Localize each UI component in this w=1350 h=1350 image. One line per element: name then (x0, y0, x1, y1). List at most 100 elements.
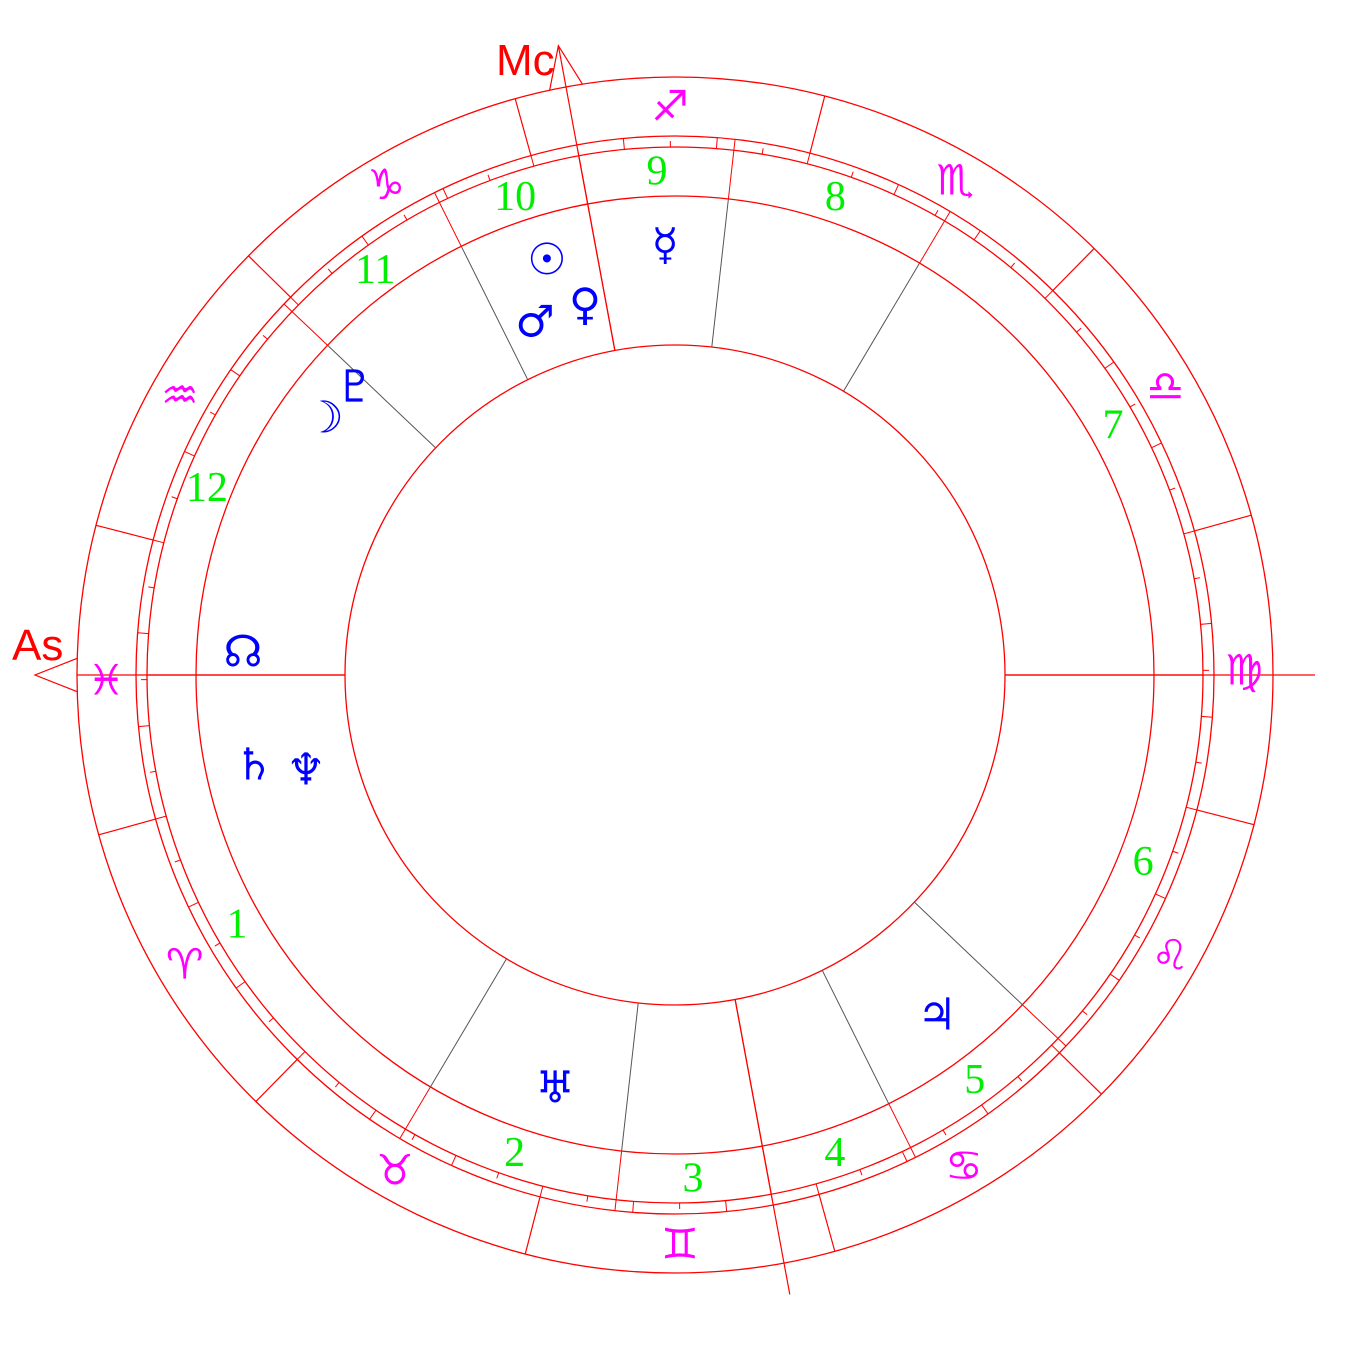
house-cusp-5-outer (888, 1103, 916, 1158)
degree-tick (1183, 530, 1195, 535)
sign-glyph-cancer-icon: ♋︎ (945, 1141, 983, 1190)
degree-tick (1082, 1010, 1088, 1016)
degree-tick (1200, 622, 1212, 625)
degree-tick (148, 586, 155, 589)
sign-glyph-sagittarius-icon: ♐︎ (651, 82, 689, 131)
degree-tick (230, 369, 241, 377)
degree-tick (934, 209, 939, 216)
degree-tick (815, 1183, 820, 1195)
sign-glyph-aries-icon: ♈︎ (166, 939, 204, 988)
degree-tick (893, 184, 899, 195)
degree-tick (442, 188, 449, 199)
degree-tick (1051, 1044, 1060, 1054)
degree-tick (214, 942, 221, 947)
planet-venus-icon: ♀ (569, 280, 601, 331)
degree-tick (973, 230, 981, 241)
sign-glyph-taurus-icon: ♉︎ (376, 1146, 414, 1195)
degree-tick (174, 859, 181, 863)
degree-tick (327, 268, 333, 274)
planet-mercury-icon: ☿ (651, 220, 678, 271)
degree-tick (806, 153, 811, 164)
planet-uranus-icon: ♅ (535, 1063, 574, 1114)
degree-tick (487, 174, 491, 181)
sign-glyph-gemini-icon: ♊︎ (661, 1219, 699, 1268)
house-cusp-9 (711, 198, 729, 348)
house-number-6: 6 (1133, 839, 1154, 885)
planet-saturn-icon: ♄ (234, 740, 273, 791)
house-number-7: 7 (1103, 403, 1124, 449)
house-cusp-2-outer (399, 1086, 431, 1139)
degree-tick (235, 981, 246, 989)
house-cusp-3-outer (614, 1150, 623, 1211)
house-cusp-11-outer (434, 192, 462, 247)
house-cusp-9-outer (727, 139, 736, 200)
house-number-5: 5 (964, 1057, 985, 1103)
degree-tick (1186, 806, 1197, 811)
degree-tick (268, 1017, 274, 1023)
imum-coeli-axis (734, 999, 791, 1295)
planet-north-node-icon: ☊ (223, 627, 262, 678)
house-number-12: 12 (186, 465, 228, 511)
degree-tick (171, 496, 178, 500)
sign-glyph-pisces-icon: ♓︎ (87, 655, 125, 704)
sign-boundary-cancer (818, 1194, 836, 1252)
degree-tick (153, 539, 164, 544)
degree-tick (1044, 290, 1054, 299)
degree-tick (981, 1104, 989, 1115)
house-cusp-2 (430, 958, 507, 1088)
sign-boundary-pisces (95, 524, 154, 541)
degree-tick (901, 1151, 908, 1162)
house-number-10: 10 (494, 174, 536, 220)
house-cusp-11 (460, 246, 529, 380)
house-cusp-3 (621, 1002, 639, 1152)
degree-tick (715, 137, 718, 149)
sign-glyph-libra-icon: ♎︎ (1146, 362, 1184, 411)
sign-boundary-libra (1194, 514, 1252, 532)
degree-tick (539, 1186, 544, 1197)
planet-moon-icon: ☽ (304, 393, 343, 444)
degree-tick (1109, 973, 1120, 981)
degree-tick (290, 296, 299, 306)
degree-tick (149, 770, 156, 773)
midheaven-pointer (549, 44, 583, 91)
degree-tick (1076, 327, 1082, 333)
inner-circle (344, 344, 1006, 1006)
house-cusp-8 (843, 262, 920, 392)
house-cusp-8-outer (919, 211, 951, 264)
house-number-3: 3 (683, 1156, 704, 1202)
house-number-4: 4 (824, 1130, 845, 1176)
degree-tick (1129, 403, 1136, 408)
house-cusp-12-outer (283, 303, 328, 346)
sign-boundary-gemini (524, 1196, 541, 1255)
sign-boundary-taurus (255, 1059, 298, 1102)
degree-tick (451, 1155, 457, 1166)
degree-tick (411, 1134, 416, 1141)
house-number-9: 9 (646, 148, 667, 194)
degree-tick (1134, 934, 1141, 939)
house-number-1: 1 (226, 901, 247, 947)
degree-tick (155, 815, 167, 820)
degree-tick (942, 1129, 947, 1136)
degree-tick (209, 411, 216, 416)
degree-tick (334, 1082, 340, 1088)
house-number-8: 8 (825, 174, 846, 220)
degree-tick (369, 1109, 377, 1120)
sign-glyph-aquarius-icon: ♒︎ (161, 370, 199, 419)
planet-pluto-icon: ♇ (335, 362, 374, 413)
house-cusp-6 (914, 901, 1023, 1006)
degree-tick (1194, 577, 1201, 580)
degree-tick (530, 155, 535, 167)
degree-tick (1169, 487, 1176, 491)
house-cusp-5 (821, 970, 890, 1104)
sign-glyph-scorpio-icon: ♏︎ (936, 155, 974, 204)
degree-tick (1017, 1076, 1023, 1082)
degree-tick (586, 1195, 589, 1202)
degree-tick (138, 725, 150, 728)
degree-tick (761, 148, 764, 155)
degree-tick (725, 1200, 728, 1212)
degree-tick (1010, 262, 1016, 268)
degree-tick (188, 901, 199, 908)
degree-tick (296, 1051, 306, 1060)
planet-sun-icon: ☉ (527, 235, 566, 286)
